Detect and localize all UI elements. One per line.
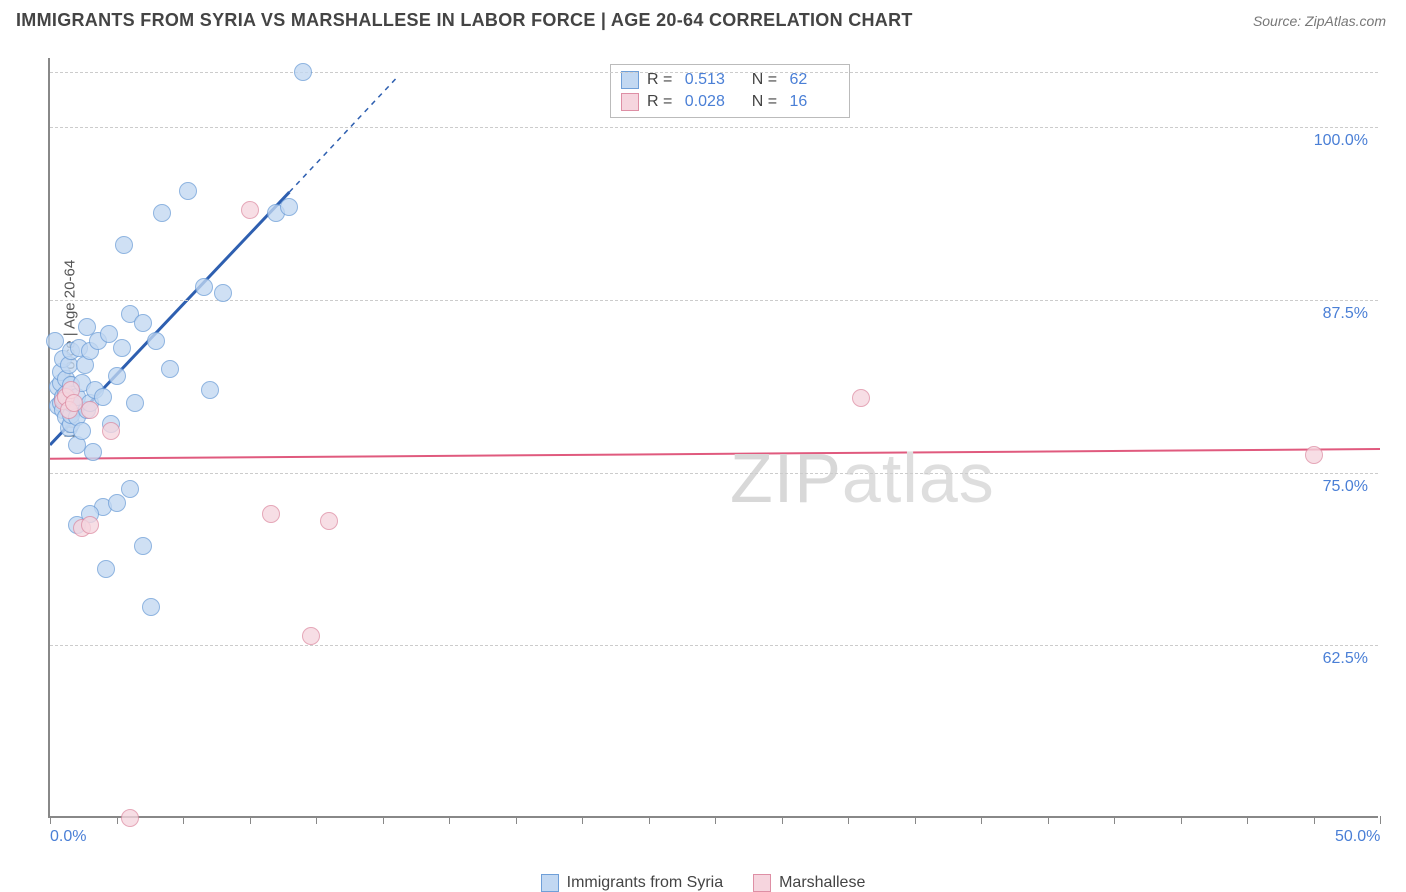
x-tick: [782, 816, 783, 824]
legend-swatch: [541, 874, 559, 892]
scatter-point: [179, 182, 197, 200]
watermark: ZIPatlas: [730, 438, 995, 518]
scatter-point: [102, 422, 120, 440]
y-tick-label: 62.5%: [1323, 650, 1368, 668]
legend-label: Immigrants from Syria: [567, 874, 723, 892]
legend-r-label: R =: [647, 71, 677, 89]
x-tick: [516, 816, 517, 824]
legend-r-label: R =: [647, 93, 677, 111]
x-tick: [715, 816, 716, 824]
x-tick: [383, 816, 384, 824]
scatter-point: [134, 314, 152, 332]
x-tick: [1181, 816, 1182, 824]
scatter-point: [294, 63, 312, 81]
legend-label: Marshallese: [779, 874, 865, 892]
scatter-point: [121, 480, 139, 498]
chart-area: In Labor Force | Age 20-64 ZIPatlas R = …: [48, 58, 1378, 818]
scatter-point: [94, 388, 112, 406]
legend-item: Marshallese: [753, 874, 865, 892]
x-tick: [1048, 816, 1049, 824]
scatter-point: [121, 809, 139, 827]
x-tick: [1380, 816, 1381, 824]
scatter-point: [126, 394, 144, 412]
x-tick: [1114, 816, 1115, 824]
scatter-point: [65, 394, 83, 412]
scatter-point: [142, 598, 160, 616]
scatter-point: [161, 360, 179, 378]
grid-line-h: [50, 127, 1378, 128]
x-tick: [1247, 816, 1248, 824]
legend-n-value: 62: [789, 71, 839, 89]
scatter-point: [280, 198, 298, 216]
trend-lines-layer: [50, 58, 1380, 818]
scatter-point: [81, 516, 99, 534]
trend-line-dashed: [289, 79, 395, 192]
legend-n-label: N =: [743, 71, 782, 89]
x-tick: [50, 816, 51, 824]
scatter-point: [134, 537, 152, 555]
x-tick: [117, 816, 118, 824]
scatter-point: [262, 505, 280, 523]
x-tick-label: 50.0%: [1335, 828, 1380, 846]
x-tick: [183, 816, 184, 824]
scatter-point: [81, 401, 99, 419]
legend-swatch: [753, 874, 771, 892]
scatter-point: [1305, 446, 1323, 464]
legend-r-value: 0.028: [685, 93, 735, 111]
x-tick: [1314, 816, 1315, 824]
x-tick: [250, 816, 251, 824]
series-legend: Immigrants from Syria Marshallese: [0, 874, 1406, 892]
scatter-point: [195, 278, 213, 296]
source-credit: Source: ZipAtlas.com: [1253, 13, 1386, 29]
y-tick-label: 75.0%: [1323, 478, 1368, 496]
scatter-point: [115, 236, 133, 254]
grid-line-h: [50, 645, 1378, 646]
x-tick-label: 0.0%: [50, 828, 86, 846]
watermark-thin: atlas: [842, 439, 995, 517]
scatter-point: [320, 512, 338, 530]
scatter-point: [214, 284, 232, 302]
scatter-point: [113, 339, 131, 357]
scatter-point: [84, 443, 102, 461]
x-tick: [649, 816, 650, 824]
scatter-point: [108, 367, 126, 385]
grid-line-h: [50, 72, 1378, 73]
plot-region: ZIPatlas R = 0.513 N = 62 R = 0.028 N = 1…: [48, 58, 1378, 818]
watermark-bold: ZIP: [730, 439, 842, 517]
scatter-point: [73, 422, 91, 440]
legend-r-value: 0.513: [685, 71, 735, 89]
legend-stat-row: R = 0.028 N = 16: [621, 91, 839, 113]
scatter-point: [108, 494, 126, 512]
scatter-point: [97, 560, 115, 578]
chart-title: IMMIGRANTS FROM SYRIA VS MARSHALLESE IN …: [16, 10, 913, 31]
scatter-point: [302, 627, 320, 645]
grid-line-h: [50, 473, 1378, 474]
legend-item: Immigrants from Syria: [541, 874, 723, 892]
x-tick: [449, 816, 450, 824]
x-tick: [316, 816, 317, 824]
y-tick-label: 100.0%: [1314, 132, 1368, 150]
x-tick: [848, 816, 849, 824]
scatter-point: [153, 204, 171, 222]
grid-line-h: [50, 300, 1378, 301]
x-tick: [915, 816, 916, 824]
scatter-point: [852, 389, 870, 407]
x-tick: [981, 816, 982, 824]
scatter-point: [147, 332, 165, 350]
legend-swatch: [621, 71, 639, 89]
scatter-point: [241, 201, 259, 219]
trend-line: [50, 449, 1380, 459]
legend-n-value: 16: [789, 93, 839, 111]
x-tick: [582, 816, 583, 824]
scatter-point: [201, 381, 219, 399]
legend-n-label: N =: [743, 93, 782, 111]
y-tick-label: 87.5%: [1323, 305, 1368, 323]
legend-swatch: [621, 93, 639, 111]
